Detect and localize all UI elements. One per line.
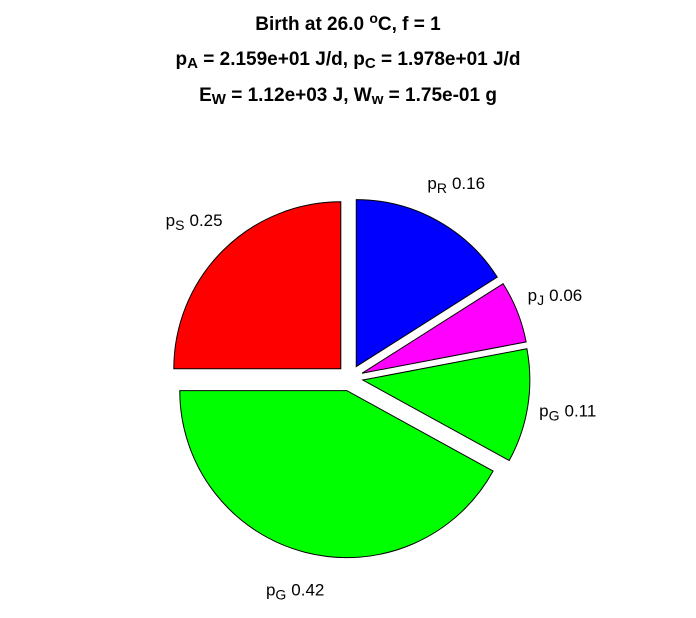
label-name: p xyxy=(427,174,436,193)
pie-slice xyxy=(361,283,527,374)
title-text: p xyxy=(176,49,188,70)
label-name: p xyxy=(539,402,548,421)
label-name: p xyxy=(528,286,537,305)
pie-slice xyxy=(361,348,531,462)
label-subscript: G xyxy=(549,407,560,423)
title-subscript: A xyxy=(187,55,198,72)
title-text: = 1.978e+01 J/d xyxy=(376,49,521,70)
title-text: = 1.12e+03 J, W xyxy=(226,85,372,106)
chart-title: Birth at 26.0 oC, f = 1 xyxy=(255,10,441,35)
label-subscript: J xyxy=(537,292,544,308)
chart-title: pA = 2.159e+01 J/d, pC = 1.978e+01 J/d xyxy=(176,49,521,72)
label-name: p xyxy=(166,212,175,231)
slice-label: pG 0.42 xyxy=(266,581,324,602)
title-text: E xyxy=(199,85,212,106)
label-name: p xyxy=(266,581,275,600)
label-value: 0.25 xyxy=(189,212,222,231)
title-subscript: W xyxy=(212,91,227,108)
label-value: 0.16 xyxy=(452,174,485,193)
pie-slice xyxy=(355,199,498,368)
label-value: 0.06 xyxy=(549,286,582,305)
label-subscript: R xyxy=(437,180,447,196)
label-subscript: S xyxy=(175,217,184,233)
pie-slice xyxy=(179,390,494,559)
label-value: 0.11 xyxy=(564,402,596,421)
chart-title: EW = 1.12e+03 J, Ww = 1.75e-01 g xyxy=(199,85,497,108)
slice-label: pR 0.16 xyxy=(427,174,485,195)
title-text: Birth at 26.0 xyxy=(255,14,369,35)
title-text: C, f = 1 xyxy=(378,14,441,35)
title-text: = 1.75e-01 g xyxy=(383,85,497,106)
title-subscript: w xyxy=(371,91,384,108)
label-subscript: G xyxy=(275,586,286,602)
pie-slice xyxy=(173,201,342,370)
title-subscript: C xyxy=(365,55,376,72)
slice-label: pS 0.25 xyxy=(166,212,223,233)
slice-label: pJ 0.06 xyxy=(528,286,583,307)
title-text: = 2.159e+01 J/d, p xyxy=(198,49,365,70)
slice-label: pG 0.11 xyxy=(539,402,596,423)
label-value: 0.42 xyxy=(291,581,324,600)
title-superscript: o xyxy=(369,10,378,26)
